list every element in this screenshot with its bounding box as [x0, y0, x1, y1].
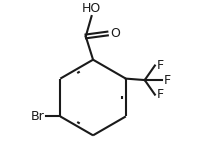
Text: F: F: [156, 88, 164, 101]
Text: F: F: [156, 59, 164, 72]
Text: Br: Br: [30, 110, 44, 123]
Text: O: O: [110, 27, 120, 40]
Text: HO: HO: [82, 2, 101, 15]
Text: F: F: [164, 74, 171, 87]
